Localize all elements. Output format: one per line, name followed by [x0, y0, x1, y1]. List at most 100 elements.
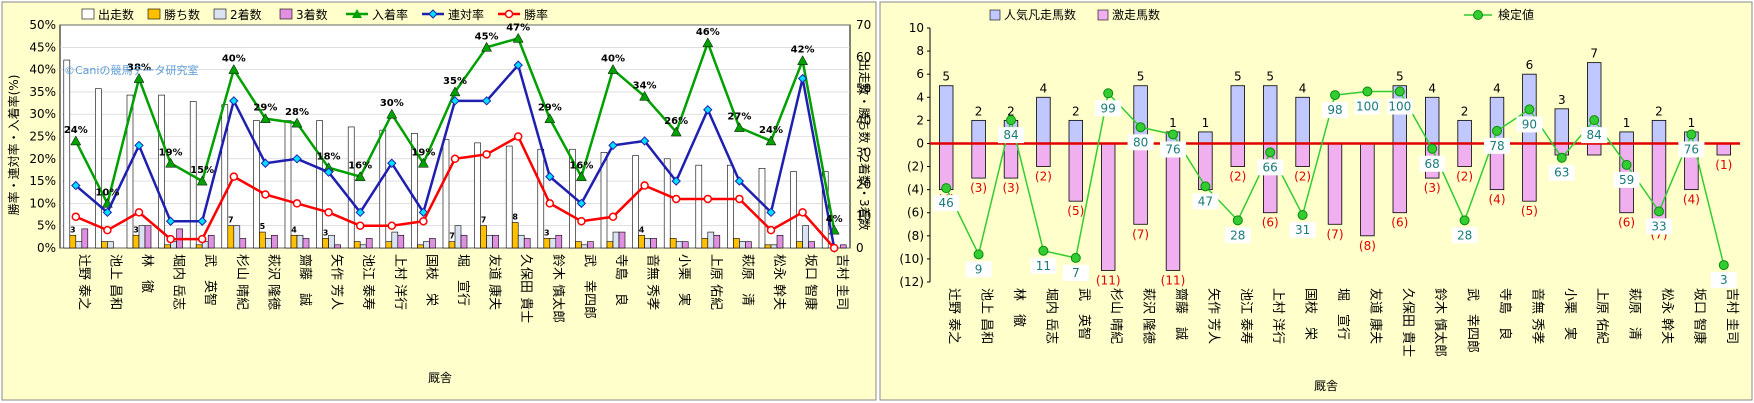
left-marker-diamond [418, 207, 429, 218]
kentei-label-bg [1419, 155, 1446, 172]
left-bar-0 [95, 88, 102, 249]
left-bar-2 [138, 225, 146, 249]
left-marker-triangle [165, 157, 177, 168]
right-category-label: 坂口 智康 [1691, 288, 1707, 344]
neg-bar-label: (3) [1424, 181, 1441, 195]
neg-bar-label: (3) [1003, 181, 1020, 195]
left-y-tick: 50% [29, 18, 56, 32]
left-bar-0 [411, 133, 418, 249]
left-bar-3 [555, 234, 563, 249]
left-marker-circle [608, 212, 618, 222]
left-bar-3 [618, 231, 626, 249]
left-category-label: 坂口 智康 [803, 254, 819, 310]
kentei-marker [1038, 245, 1049, 256]
left-bar-2 [707, 231, 715, 249]
left-marker-circle [482, 150, 491, 159]
kentei-marker [1135, 122, 1146, 133]
entry-rate-label: 15% [190, 165, 214, 176]
left-category-label: 萩原 清 [739, 254, 754, 306]
kentei-marker [1556, 152, 1567, 163]
pos-bar [1457, 119, 1472, 144]
left-marker-circle [798, 208, 807, 217]
left-category-label: 上村 洋行 [392, 254, 407, 310]
kentei-value-label: 80 [1133, 135, 1148, 149]
left-marker-triangle [702, 37, 714, 48]
pos-bar [1554, 108, 1570, 144]
legend-swatch [147, 8, 161, 20]
kentei-label-bg [1484, 137, 1510, 154]
neg-bar-label: (6) [1391, 216, 1408, 230]
kentei-marker [1654, 206, 1664, 217]
left-marker-triangle [797, 55, 809, 65]
kentei-label-bg [1127, 134, 1154, 151]
left-marker-diamond [71, 180, 81, 191]
left-marker-diamond [134, 140, 144, 151]
right-category-label: 堀内 岳志 [1043, 288, 1059, 344]
neg-bar-label: (6) [1262, 216, 1279, 230]
left-marker-circle [703, 194, 713, 204]
kentei-label-bg [1451, 227, 1478, 244]
left-bar-1 [69, 234, 77, 249]
neg-bar [1068, 143, 1084, 202]
left-category-label: 矢作 芳人 [329, 254, 344, 310]
right-y-tick: 60 [856, 50, 871, 64]
left-marker-circle [735, 194, 744, 204]
entry-rate-label: 42% [791, 45, 815, 56]
kentei-value-label: 9 [975, 262, 983, 276]
pos-bar-label: 4 [1040, 81, 1048, 95]
left-bar-1 [259, 231, 266, 249]
neg-bar [1295, 143, 1310, 167]
neg-bar [1522, 143, 1537, 202]
left-marker-diamond [639, 136, 650, 146]
right-y-tick: (2) [907, 160, 924, 174]
right-x-axis-title: 厩舎 [1314, 379, 1338, 393]
left-marker-triangle [259, 113, 271, 123]
left-marker-triangle [481, 41, 493, 52]
left-category-label: 辻野 泰之 [76, 254, 91, 310]
left-y-tick: 15% [29, 174, 56, 188]
left-category-label: 武 英智 [202, 254, 217, 306]
left-marker-circle [134, 208, 144, 217]
neg-bar-label: (1) [1715, 158, 1732, 172]
left-category-label: 池江 泰寿 [360, 254, 375, 310]
left-bar-0 [158, 94, 165, 249]
win-count-label: 7 [228, 216, 234, 225]
left-bar-1 [132, 234, 140, 249]
left-bar-3 [207, 234, 215, 249]
right-category-label: 久保田 貴士 [1400, 288, 1415, 357]
left-bar-3 [239, 238, 247, 249]
legend-swatch [989, 9, 1001, 21]
kentei-label-bg [1322, 102, 1348, 119]
right-y-tick: 4 [916, 90, 924, 104]
entry-rate-label: 40% [601, 54, 625, 65]
left-marker-diamond [102, 207, 113, 218]
neg-bar-label: (5) [1067, 204, 1084, 218]
left-marker-diamond [323, 167, 334, 177]
left-bar-0 [663, 158, 671, 249]
right-y-tick: 30 [856, 145, 871, 159]
neg-bar [1586, 143, 1602, 156]
pos-bar [1424, 96, 1440, 144]
left-marker-diamond [355, 207, 365, 218]
kentei-marker [1232, 215, 1243, 226]
left-marker-circle [671, 194, 681, 204]
legend-label: 激走馬数 [1112, 7, 1160, 22]
left-bar-1 [796, 241, 803, 249]
left-bar-2 [739, 241, 746, 249]
left-bar-3 [429, 238, 436, 249]
kentei-marker [1070, 252, 1081, 263]
left-marker-triangle [639, 90, 651, 101]
right-category-label: 上村 洋行 [1270, 288, 1285, 344]
left-bar-3 [808, 241, 815, 249]
pos-bar [1619, 131, 1634, 144]
kentei-value-label: 7 [1072, 266, 1080, 280]
left-bar-0 [253, 120, 260, 249]
right-category-label: 萩原 清 [1627, 288, 1642, 340]
right-category-label: 齋藤 誠 [1173, 288, 1189, 340]
neg-bar [1327, 143, 1343, 225]
legend-marker [1473, 10, 1483, 20]
left-marker-diamond [703, 105, 713, 115]
left-bar-3 [681, 241, 689, 249]
left-bar-1 [511, 222, 519, 249]
left-marker-circle [766, 225, 776, 235]
